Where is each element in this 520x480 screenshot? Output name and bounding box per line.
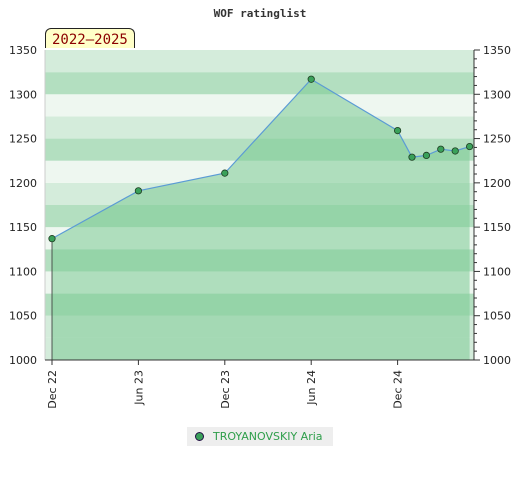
y-tick-label-left: 1200: [9, 177, 37, 190]
area-fill: [52, 79, 470, 360]
band-13: [45, 50, 474, 73]
y-tick-label-right: 1150: [483, 221, 511, 234]
data-point[interactable]: [48, 235, 56, 243]
chart-title: WOF ratinglist: [214, 7, 307, 20]
area-layer: [51, 78, 470, 360]
x-tick-label: Dec 22: [46, 370, 59, 409]
data-points: [48, 75, 474, 243]
data-point[interactable]: [451, 147, 459, 155]
y-tick-label-left: 1250: [9, 133, 37, 146]
band-12: [45, 72, 474, 95]
data-point[interactable]: [437, 145, 445, 153]
legend-label: TROYANOVSKIY Aria: [213, 430, 323, 443]
x-tick-label: Dec 24: [392, 370, 405, 409]
band-11: [45, 94, 474, 117]
series-line: [51, 78, 470, 240]
legend[interactable]: TROYANOVSKIY Aria: [187, 427, 333, 446]
data-point[interactable]: [408, 153, 416, 161]
period-badge: 2022–2025: [45, 28, 135, 48]
data-point[interactable]: [307, 75, 315, 83]
y-tick-label-right: 1250: [483, 133, 511, 146]
x-tick-label: Jun 23: [132, 370, 145, 406]
y-tick-label-right: 1050: [483, 310, 511, 323]
y-tick-label-right: 1350: [483, 44, 511, 57]
y-tick-label-right: 1000: [483, 354, 511, 367]
y-tick-label-right: 1200: [483, 177, 511, 190]
data-point[interactable]: [134, 187, 142, 195]
y-tick-label-left: 1050: [9, 310, 37, 323]
legend-marker: [195, 432, 204, 441]
data-point[interactable]: [393, 127, 402, 135]
x-tick-label: Dec 23: [219, 370, 232, 409]
y-tick-label-left: 1350: [9, 44, 37, 57]
data-point[interactable]: [465, 142, 474, 151]
y-tick-label-left: 1150: [9, 221, 37, 234]
y-tick-label-right: 1100: [483, 265, 511, 278]
y-tick-label-left: 1000: [9, 354, 37, 367]
y-tick-label-right: 1300: [483, 88, 511, 101]
y-tick-label-left: 1300: [9, 88, 37, 101]
data-point[interactable]: [221, 169, 229, 177]
data-point[interactable]: [422, 151, 430, 159]
axes: 1000 1000 1050 1050 1100 1100 1150 1150 1200 1200…: [9, 44, 511, 409]
x-tick-label: Jun 24: [305, 370, 318, 406]
y-tick-label-left: 1100: [9, 265, 37, 278]
